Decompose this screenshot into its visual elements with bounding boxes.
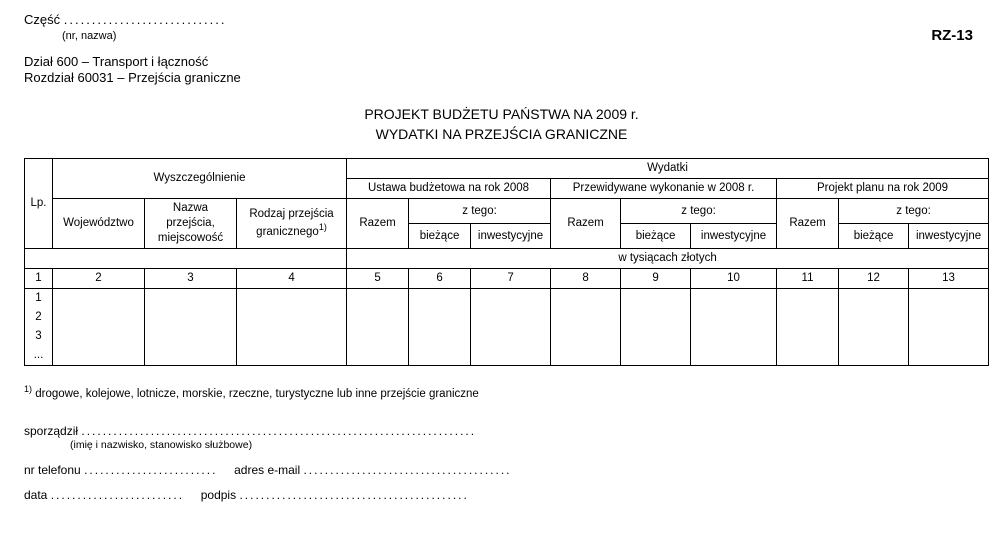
title-line2: WYDATKI NA PRZEJŚCIA GRANICZNE [24, 125, 979, 145]
th-woj: Województwo [53, 199, 145, 249]
tel-field[interactable]: ......................... [84, 463, 217, 477]
budget-table: Lp. Wyszczególnienie Wydatki Ustawa budż… [24, 158, 989, 365]
th-ztego-3: z tego: [839, 199, 989, 224]
col-number-row: 1 2 3 4 5 6 7 8 9 10 11 12 13 [25, 269, 989, 289]
podpis-field[interactable]: ........................................… [239, 488, 468, 502]
sporz-label: sporządził [24, 424, 78, 438]
th-razem-3: Razem [777, 199, 839, 249]
th-biez-2: bieżące [621, 224, 691, 249]
th-inw-1: inwestycyjne [471, 224, 551, 249]
th-rodzaj: Rodzaj przejścia granicznego1) [237, 199, 347, 249]
dzial-line: Dział 600 – Transport i łączność [24, 54, 979, 71]
th-blank-left [25, 249, 347, 269]
th-razem-2: Razem [551, 199, 621, 249]
email-label: adres e-mail [234, 463, 300, 477]
part-sublabel: (nr, nazwa) [62, 29, 227, 43]
th-inw-2: inwestycyjne [691, 224, 777, 249]
th-group-2009: Projekt planu na rok 2009 [777, 179, 989, 199]
sporz-sub: (imię i nazwisko, stanowisko służbowe) [70, 439, 979, 453]
footnote: 1) drogowe, kolejowe, lotnicze, morskie,… [24, 384, 979, 402]
th-wydatki: Wydatki [347, 159, 989, 179]
th-group-2008: Ustawa budżetowa na rok 2008 [347, 179, 551, 199]
th-nazwa: Nazwa przejścia, miejscowość [145, 199, 237, 249]
tel-label: nr telefonu [24, 463, 81, 477]
form-code: RZ-13 [931, 26, 973, 46]
part-label: Część [24, 12, 60, 27]
part-dots[interactable]: ............................. [64, 12, 227, 27]
title-line1: PROJEKT BUDŻETU PAŃSTWA NA 2009 r. [24, 105, 979, 125]
table-row[interactable]: 1 [25, 289, 989, 308]
th-biez-3: bieżące [839, 224, 909, 249]
th-biez-1: bieżące [409, 224, 471, 249]
th-group-przew: Przewidywane wykonanie w 2008 r. [551, 179, 777, 199]
th-ztego-2: z tego: [621, 199, 777, 224]
th-units: w tysiącach złotych [347, 249, 989, 269]
data-field[interactable]: ......................... [51, 488, 184, 502]
rozdzial-line: Rozdział 60031 – Przejścia graniczne [24, 70, 979, 87]
email-field[interactable]: ....................................... [303, 463, 511, 477]
podpis-label: podpis [201, 488, 236, 502]
th-inw-3: inwestycyjne [909, 224, 989, 249]
th-ztego-1: z tego: [409, 199, 551, 224]
th-razem-1: Razem [347, 199, 409, 249]
data-label: data [24, 488, 47, 502]
th-wyszcz: Wyszczególnienie [53, 159, 347, 199]
th-lp: Lp. [25, 159, 53, 249]
sporz-field[interactable]: ........................................… [81, 424, 476, 438]
